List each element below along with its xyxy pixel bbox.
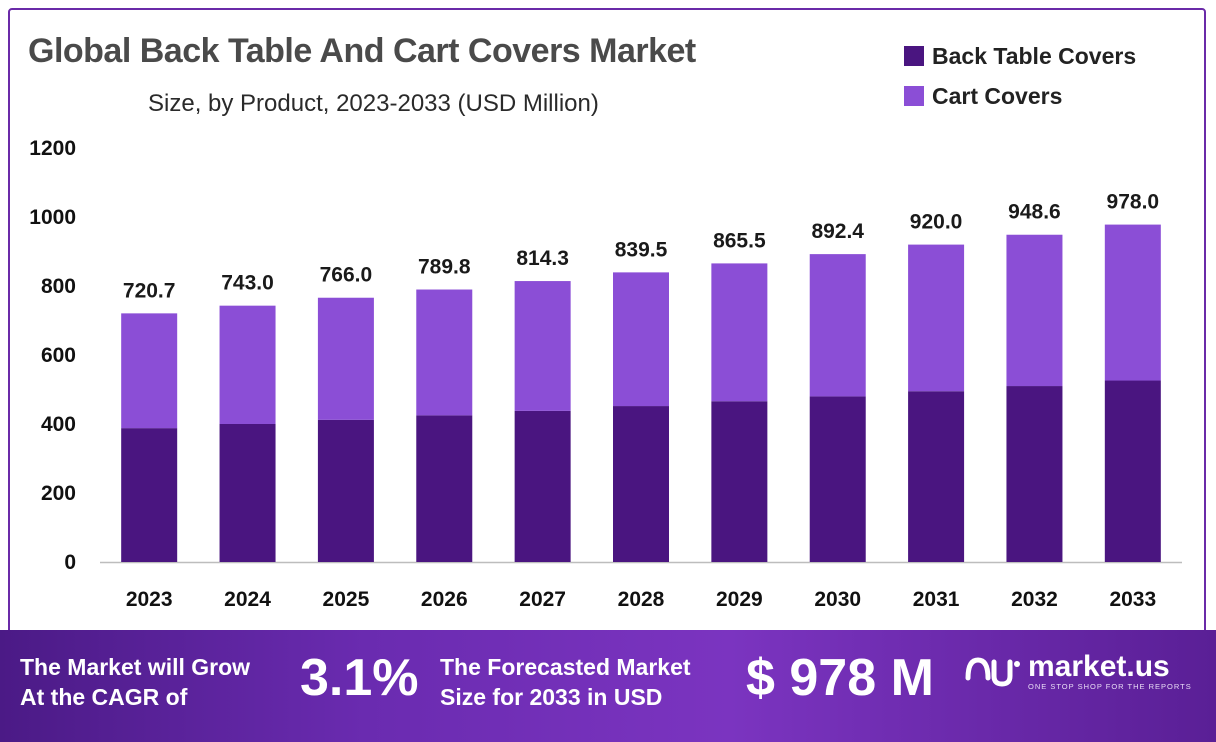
x-tick-label: 2025 [323, 588, 370, 611]
bar-cart-covers [416, 289, 473, 416]
data-label: 978.0 [1107, 191, 1160, 214]
chart-subtitle: Size, by Product, 2023-2033 (USD Million… [148, 90, 599, 117]
bar-cart-covers [219, 305, 276, 424]
data-label: 839.5 [615, 238, 668, 261]
cagr-label-line2: At the CAGR of [20, 684, 188, 710]
bar-cart-covers [809, 254, 866, 397]
chart-title: Global Back Table And Cart Covers Market [28, 32, 696, 70]
x-tick-label: 2024 [224, 588, 271, 611]
legend-swatch-cart-covers [904, 86, 924, 106]
legend-label: Cart Covers [932, 82, 1063, 109]
brand-tagline: ONE STOP SHOP FOR THE REPORTS [1028, 682, 1192, 691]
data-label: 743.0 [221, 272, 274, 295]
legend-item-back-table-covers: Back Table Covers [904, 36, 1136, 76]
bar-back-table-covers [613, 406, 669, 562]
forecast-value: $ 978 M [746, 649, 934, 707]
forecast-label: The Forecasted Market Size for 2033 in U… [440, 652, 691, 712]
bar-back-table-covers [514, 410, 571, 562]
chart-frame [8, 8, 1206, 730]
forecast-label-line1: The Forecasted Market [440, 654, 691, 680]
summary-banner: The Market will Grow At the CAGR of 3.1%… [0, 630, 1216, 742]
bar-cart-covers [613, 272, 669, 407]
forecast-label-line2: Size for 2033 in USD [440, 684, 663, 710]
brand: market.us ONE STOP SHOP FOR THE REPORTS [964, 652, 1192, 691]
bar-cart-covers [711, 263, 768, 402]
bar-cart-covers [908, 244, 965, 392]
x-tick-label: 2032 [1011, 588, 1058, 611]
bar-back-table-covers [416, 415, 473, 562]
x-tick-label: 2023 [126, 588, 173, 611]
data-label: 789.8 [418, 256, 471, 279]
data-label: 892.4 [811, 220, 864, 243]
x-tick-label: 2026 [421, 588, 468, 611]
bar-back-table-covers [908, 391, 965, 562]
y-tick-label: 600 [41, 344, 76, 367]
bar-cart-covers [1104, 224, 1161, 381]
bar-back-table-covers [1104, 380, 1161, 562]
bar-back-table-covers [1006, 386, 1063, 562]
legend-swatch-back-table-covers [904, 46, 924, 66]
bar-cart-covers [121, 313, 178, 429]
x-tick-label: 2027 [519, 588, 566, 611]
bar-back-table-covers [711, 401, 768, 562]
data-label: 948.6 [1008, 201, 1061, 224]
y-tick-label: 1000 [29, 206, 76, 229]
bar-back-table-covers [809, 396, 866, 562]
cagr-label: The Market will Grow At the CAGR of [20, 652, 250, 712]
y-tick-label: 1200 [29, 137, 76, 160]
brand-name: market.us [1028, 650, 1170, 683]
legend-label: Back Table Covers [932, 42, 1137, 69]
cagr-label-line1: The Market will Grow [20, 654, 251, 680]
data-label: 865.5 [713, 229, 766, 252]
legend: Back Table Covers Cart Covers [904, 36, 1136, 116]
x-tick-label: 2028 [618, 588, 665, 611]
y-tick-label: 200 [41, 482, 76, 505]
x-tick-label: 2031 [913, 588, 960, 611]
bar-cart-covers [317, 297, 374, 420]
data-label: 720.7 [123, 279, 176, 302]
bar-chart: 0 200 400 600 800 1000 1200 720.7 2023 743.0 2024 7… [29, 137, 1182, 611]
bar-cart-covers [1006, 234, 1063, 387]
x-tick-label: 2030 [814, 588, 861, 611]
data-label: 920.0 [910, 211, 963, 234]
x-tick-label: 2029 [716, 588, 763, 611]
legend-item-cart-covers: Cart Covers [904, 76, 1136, 116]
cagr-value: 3.1% [300, 649, 419, 707]
bar-back-table-covers [219, 424, 276, 562]
bar-back-table-covers [317, 419, 374, 562]
y-tick-label: 400 [41, 413, 76, 436]
y-tick-label: 0 [64, 551, 76, 574]
market-us-logo-icon [965, 656, 1020, 687]
bar-back-table-covers [121, 428, 178, 562]
bar-cart-covers [514, 281, 571, 411]
y-tick-label: 800 [41, 275, 76, 298]
data-label: 766.0 [320, 264, 373, 287]
x-tick-label: 2033 [1109, 588, 1156, 611]
data-label: 814.3 [516, 247, 569, 270]
